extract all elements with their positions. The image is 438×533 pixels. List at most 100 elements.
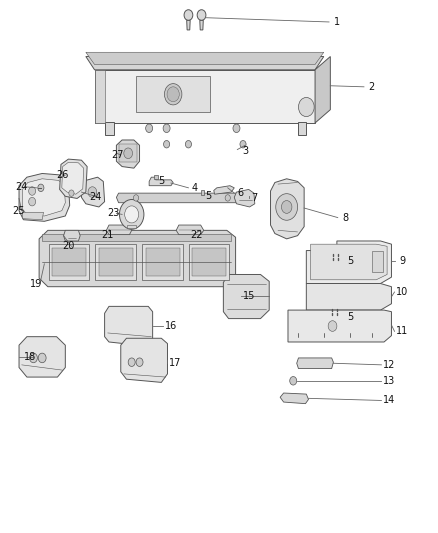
Polygon shape <box>95 70 106 123</box>
Polygon shape <box>105 306 152 346</box>
Circle shape <box>28 187 35 195</box>
Text: 13: 13 <box>383 376 396 386</box>
Text: 27: 27 <box>111 150 124 160</box>
Polygon shape <box>117 140 140 168</box>
Circle shape <box>38 353 46 363</box>
Polygon shape <box>95 244 136 280</box>
Polygon shape <box>146 248 180 276</box>
Text: 5: 5 <box>347 312 353 322</box>
Text: 26: 26 <box>57 170 69 180</box>
Circle shape <box>124 148 133 159</box>
Circle shape <box>290 376 297 385</box>
Polygon shape <box>86 56 324 70</box>
Text: 18: 18 <box>24 352 36 362</box>
Polygon shape <box>52 248 86 276</box>
Text: 11: 11 <box>396 326 409 336</box>
Polygon shape <box>64 230 80 241</box>
Circle shape <box>28 197 35 206</box>
Circle shape <box>128 358 135 367</box>
Polygon shape <box>142 244 183 280</box>
Polygon shape <box>192 248 226 276</box>
Text: 21: 21 <box>102 230 114 240</box>
Circle shape <box>282 200 292 213</box>
Polygon shape <box>201 190 204 195</box>
Polygon shape <box>86 52 324 64</box>
Polygon shape <box>288 310 392 342</box>
Text: 4: 4 <box>192 183 198 193</box>
Text: 2: 2 <box>369 82 375 92</box>
Circle shape <box>164 84 182 105</box>
Text: 19: 19 <box>30 279 42 288</box>
Circle shape <box>69 190 74 196</box>
Polygon shape <box>234 189 255 207</box>
Circle shape <box>134 195 139 201</box>
Polygon shape <box>106 122 114 135</box>
Text: 16: 16 <box>165 321 177 331</box>
Polygon shape <box>106 225 132 235</box>
Circle shape <box>185 141 191 148</box>
Circle shape <box>233 124 240 133</box>
Polygon shape <box>176 225 204 235</box>
Polygon shape <box>200 20 203 30</box>
Circle shape <box>225 195 230 201</box>
Text: 24: 24 <box>90 192 102 203</box>
Polygon shape <box>297 122 306 135</box>
Text: 5: 5 <box>347 256 353 266</box>
Polygon shape <box>121 338 167 382</box>
Text: 5: 5 <box>158 176 165 187</box>
Polygon shape <box>39 230 236 287</box>
Circle shape <box>29 353 37 363</box>
Circle shape <box>146 124 152 133</box>
Polygon shape <box>127 225 136 228</box>
Polygon shape <box>136 76 210 112</box>
Text: 7: 7 <box>251 193 257 204</box>
Text: 10: 10 <box>396 287 409 297</box>
Polygon shape <box>42 233 231 241</box>
Text: 23: 23 <box>107 208 120 219</box>
Polygon shape <box>311 244 387 280</box>
Polygon shape <box>120 144 137 163</box>
Polygon shape <box>187 20 190 30</box>
Circle shape <box>120 199 144 229</box>
Circle shape <box>167 87 179 102</box>
Text: 15: 15 <box>243 290 255 301</box>
Text: 17: 17 <box>169 358 181 368</box>
Text: 5: 5 <box>205 191 211 201</box>
Polygon shape <box>19 337 65 377</box>
Polygon shape <box>306 241 392 284</box>
Polygon shape <box>189 244 230 280</box>
Text: 12: 12 <box>383 360 396 370</box>
Circle shape <box>125 206 139 223</box>
Circle shape <box>298 98 314 117</box>
Circle shape <box>276 193 297 220</box>
Polygon shape <box>297 358 333 368</box>
Circle shape <box>38 184 44 191</box>
Polygon shape <box>99 248 133 276</box>
Polygon shape <box>19 173 70 221</box>
Text: 1: 1 <box>334 17 340 27</box>
Polygon shape <box>372 251 383 272</box>
Text: 9: 9 <box>399 256 406 266</box>
Polygon shape <box>315 56 330 123</box>
Polygon shape <box>223 274 269 319</box>
Polygon shape <box>49 244 89 280</box>
Text: 14: 14 <box>383 395 396 406</box>
Polygon shape <box>95 70 315 123</box>
Polygon shape <box>22 179 65 216</box>
Circle shape <box>136 358 143 367</box>
Circle shape <box>163 124 170 133</box>
Polygon shape <box>280 393 308 403</box>
Polygon shape <box>60 159 87 198</box>
Circle shape <box>88 187 97 197</box>
Text: 8: 8 <box>343 213 349 223</box>
Text: 25: 25 <box>12 206 25 216</box>
Circle shape <box>240 141 246 148</box>
Circle shape <box>184 10 193 20</box>
Polygon shape <box>306 284 392 310</box>
Polygon shape <box>22 212 43 220</box>
Polygon shape <box>149 177 173 185</box>
Text: 20: 20 <box>62 241 74 251</box>
Circle shape <box>197 10 206 20</box>
Polygon shape <box>117 193 243 203</box>
Circle shape <box>328 321 337 332</box>
